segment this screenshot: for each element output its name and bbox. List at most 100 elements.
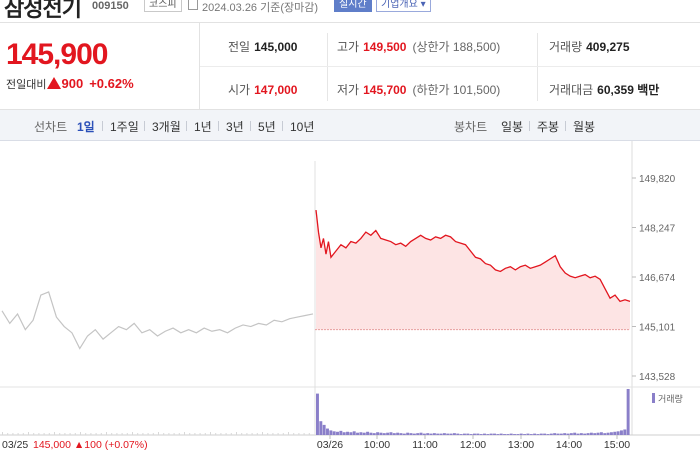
volume-bar bbox=[566, 433, 570, 435]
volume-bar bbox=[432, 433, 436, 435]
line-chart-label: 선차트 bbox=[34, 120, 68, 134]
prev-volume-bar bbox=[147, 433, 149, 435]
stat-open: 시가 147,000 bbox=[228, 83, 298, 97]
stock-header: 삼성전기 009150 코스피 2024.03.26 기준(장마감) 실시간 기… bbox=[0, 0, 700, 21]
volume-bar bbox=[466, 433, 470, 435]
prev-volume-bar bbox=[199, 433, 201, 435]
tab-1d[interactable]: 1일 bbox=[77, 120, 95, 134]
volume-bar bbox=[543, 433, 547, 435]
volume-bar bbox=[493, 433, 496, 435]
prev-volume-bar bbox=[17, 433, 19, 435]
prev-volume-bar bbox=[12, 433, 14, 435]
stat-high: 고가 149,500 (상한가 188,500) bbox=[337, 40, 501, 54]
current-price-box: 145,900 전일대비 900 +0.62% bbox=[0, 23, 200, 111]
prev-volume-bar bbox=[163, 433, 165, 435]
volume-bar bbox=[356, 432, 360, 435]
volume-bar bbox=[316, 393, 319, 435]
tab-5y[interactable]: 5년 bbox=[258, 120, 276, 134]
volume-bar bbox=[386, 432, 390, 435]
volume-bar bbox=[369, 432, 373, 435]
volume-bar bbox=[366, 431, 370, 435]
stat-prev-close: 전일 145,000 bbox=[228, 40, 298, 54]
tab-1w[interactable]: 1주일 bbox=[110, 120, 139, 134]
date-text: 2024.03.26 기준(장마감) bbox=[202, 2, 319, 14]
divider bbox=[529, 121, 530, 131]
prev-volume-bar bbox=[204, 433, 206, 435]
prev-volume-bar bbox=[28, 432, 29, 435]
volume-bar bbox=[529, 434, 533, 435]
tab-3y[interactable]: 3년 bbox=[226, 120, 244, 134]
prev-volume-bar bbox=[262, 432, 263, 435]
prev-volume-bar bbox=[189, 433, 191, 435]
prev-volume-bar bbox=[2, 432, 3, 435]
volume-bar bbox=[606, 432, 610, 435]
x-tick-label: 11:00 bbox=[412, 439, 438, 450]
prev-volume-bar bbox=[137, 433, 139, 435]
prev-volume-bar bbox=[43, 433, 45, 435]
volume-bar bbox=[573, 432, 577, 435]
price-change: 전일대비 900 +0.62% bbox=[6, 76, 134, 92]
change-rate: +0.62% bbox=[89, 76, 134, 91]
prev-volume-bar bbox=[210, 432, 211, 435]
chart-toolbar: 선차트 1일 1주일 3개월 1년 3년 5년 10년 봉차트 일봉 주봉 월봉 bbox=[0, 110, 700, 141]
tab-daily-candle[interactable]: 일봉 bbox=[501, 120, 524, 134]
prev-volume-bar bbox=[85, 433, 87, 435]
prev-volume-bar bbox=[241, 433, 243, 435]
volume-bar bbox=[593, 433, 597, 435]
x-tick-label: 03/26 bbox=[317, 439, 343, 450]
volume-bar bbox=[426, 433, 430, 435]
prev-volume-bar bbox=[80, 432, 81, 435]
change-amount: 900 bbox=[61, 76, 84, 91]
intraday-price-chart: 149,820 148,247 146,674 145,101 143,528 거래량 03… bbox=[0, 141, 700, 450]
prev-volume-bar bbox=[272, 433, 274, 435]
stat-trade-value: 거래대금 60,359 백만 bbox=[549, 83, 660, 97]
tab-3m[interactable]: 3개월 bbox=[152, 120, 181, 134]
volume-bar bbox=[416, 433, 420, 435]
volume-bar bbox=[556, 433, 560, 435]
volume-bar bbox=[326, 428, 329, 435]
volume-bar bbox=[372, 433, 376, 435]
tab-10y[interactable]: 10년 bbox=[290, 120, 315, 134]
volume-bar bbox=[396, 432, 400, 435]
company-info-button[interactable]: 기업개요 ▾ bbox=[376, 0, 431, 12]
x-tick-label: 14:00 bbox=[556, 439, 582, 450]
volume-bar bbox=[496, 434, 500, 435]
volume-bar bbox=[406, 432, 410, 435]
volume-bar bbox=[516, 434, 520, 435]
live-button[interactable]: 실시간 bbox=[334, 0, 372, 12]
volume-bar bbox=[439, 433, 443, 435]
calendar-icon bbox=[188, 0, 198, 10]
prev-volume-bar bbox=[142, 433, 144, 435]
prev-volume-bar bbox=[277, 433, 279, 435]
volume-bar bbox=[362, 432, 366, 435]
prev-volume-bar bbox=[158, 432, 159, 435]
volume-bar bbox=[483, 433, 486, 435]
y-tick-label: 148,247 bbox=[639, 224, 676, 235]
prev-day-price-line bbox=[1, 291, 314, 350]
volume-bar bbox=[623, 429, 627, 435]
volume-bar bbox=[549, 433, 553, 435]
volume-bar bbox=[576, 433, 580, 435]
tab-weekly-candle[interactable]: 주봉 bbox=[537, 120, 560, 134]
divider bbox=[102, 121, 103, 131]
volume-bar bbox=[526, 433, 530, 435]
tab-1y[interactable]: 1년 bbox=[194, 120, 212, 134]
volume-bar bbox=[409, 433, 413, 435]
prev-volume-bar bbox=[59, 433, 61, 435]
x-tick-label: 12:00 bbox=[460, 439, 486, 450]
prev-volume-bar bbox=[267, 433, 269, 435]
volume-bar bbox=[489, 433, 493, 435]
volume-bar bbox=[503, 434, 507, 435]
current-price: 145,900 bbox=[6, 38, 108, 71]
prev-volume-bar bbox=[64, 433, 66, 435]
prev-volume-bar bbox=[33, 433, 35, 435]
tab-monthly-candle[interactable]: 월봉 bbox=[573, 120, 596, 134]
volume-bar bbox=[509, 433, 513, 435]
divider bbox=[282, 121, 283, 131]
prev-volume-bar bbox=[298, 433, 300, 435]
volume-bar bbox=[352, 431, 356, 435]
prev-volume-bar bbox=[69, 433, 71, 435]
prev-volume-bar bbox=[178, 433, 180, 435]
prev-volume-bar bbox=[236, 432, 237, 435]
volume-bar bbox=[546, 434, 550, 435]
